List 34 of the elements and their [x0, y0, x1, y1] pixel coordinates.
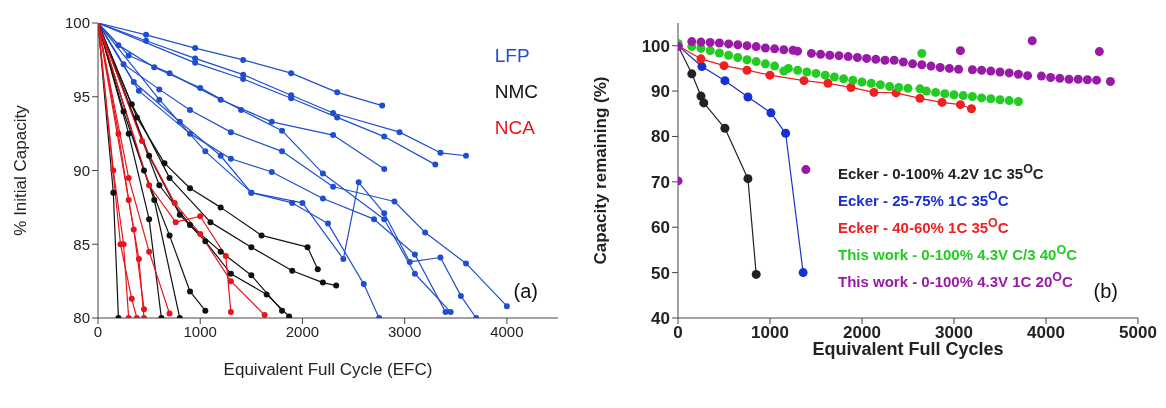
y-tick-label: 90 — [651, 82, 670, 102]
y-axis-title: % Initial Capacity — [11, 104, 31, 236]
text: Ecker - 25-75% 1C 35$^{O}$C — [838, 188, 1010, 211]
y-tick-label: 70 — [651, 172, 670, 192]
y-tick-label: 50 — [651, 263, 670, 283]
text: Ecker - 0-100% 4.2V 1C 35$^{O}$C — [838, 161, 1045, 184]
y-tick-label: 60 — [651, 218, 670, 238]
x-tick-label: 5000 — [1119, 323, 1157, 343]
y-tick-label: 100 — [64, 14, 90, 32]
text: Ecker - 40-60% 1C 35$^{O}$C — [838, 215, 1010, 238]
text: LFP — [494, 44, 531, 68]
y-tick-label: 95 — [73, 88, 90, 106]
y-axis-title: Capacity remaining (%) — [591, 76, 611, 265]
x-tick-label: 3000 — [387, 322, 422, 340]
text: NCA — [494, 116, 536, 140]
x-tick-label: 1000 — [183, 322, 217, 340]
y-tick-label: 80 — [73, 309, 90, 327]
y-tick-label: 85 — [73, 235, 90, 253]
x-axis-title: Equivalent Full Cycle (EFC) — [223, 360, 433, 379]
text: NMC — [494, 80, 538, 104]
x-tick-label: 2000 — [285, 322, 320, 340]
y-tick-label: 90 — [73, 161, 90, 179]
y-tick-label: 100 — [641, 36, 670, 56]
x-tick-label: 4000 — [1027, 323, 1065, 343]
x-tick-label: 0 — [93, 322, 103, 340]
annotation: (b) — [1093, 280, 1118, 303]
y-tick-label: 80 — [651, 127, 670, 147]
y-tick-label: 40 — [651, 309, 670, 329]
x-tick-label: 4000 — [490, 322, 524, 340]
annotation: (a) — [513, 280, 538, 303]
text: This work - 0-100% 4.3V C/3 40$^{O}$C — [838, 242, 1078, 265]
x-tick-label: 0 — [673, 323, 683, 343]
text: This work - 0-100% 4.3V 1C 20$^{O}$C — [838, 269, 1074, 292]
x-tick-label: 1000 — [751, 323, 789, 343]
